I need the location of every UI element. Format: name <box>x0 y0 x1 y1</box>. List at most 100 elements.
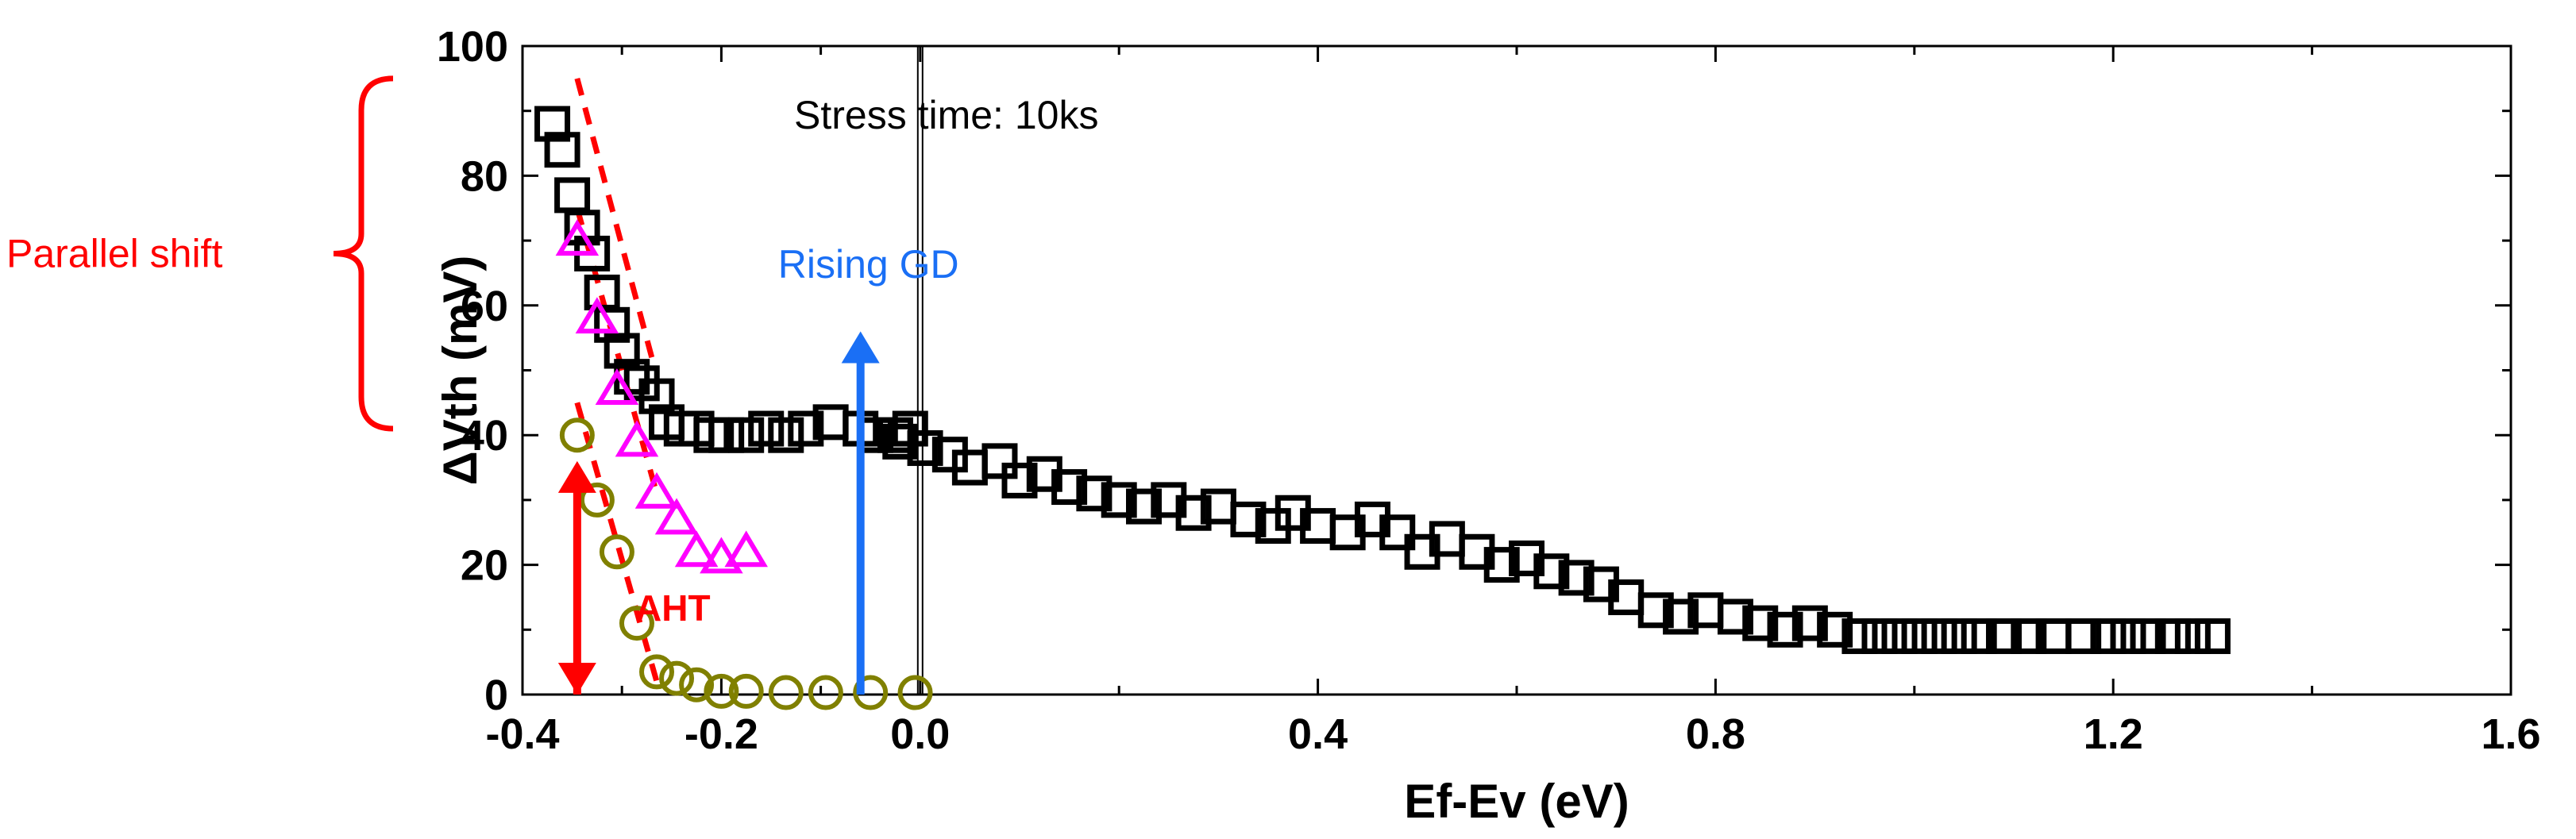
circle-point <box>579 482 615 518</box>
x-tick-label: -0.2 <box>684 710 758 758</box>
triangle-point <box>595 368 639 406</box>
square-point <box>1533 553 1570 590</box>
square-point <box>534 106 571 142</box>
square-point <box>1742 605 1779 641</box>
square-point <box>1230 501 1267 537</box>
square-point <box>2174 618 2211 654</box>
square-point <box>2065 618 2102 654</box>
x-tick-label: 1.2 <box>2084 710 2143 758</box>
square-point <box>1637 592 1674 629</box>
triangle-point <box>555 219 600 256</box>
square-point <box>1001 462 1038 498</box>
circle-point <box>639 654 675 690</box>
triangle-point <box>634 471 679 509</box>
square-point <box>1791 605 1828 641</box>
y-tick-label: 40 <box>461 412 508 460</box>
triangle-point <box>575 297 619 334</box>
triangle-point <box>700 537 743 574</box>
circle-point <box>599 534 634 570</box>
circle-point <box>768 675 804 710</box>
square-point <box>1175 495 1212 531</box>
square-point <box>1861 618 1898 654</box>
plot-area: -0.4 -0.2 0.0 0.4 0.8 1.2 1.6 0 20 40 60 80 100 <box>437 23 2541 758</box>
plot-frame <box>521 44 2512 696</box>
y-axis-title: ΔVth (mV) <box>434 256 487 486</box>
square-point <box>1663 598 1699 635</box>
aht-arrow-head-up <box>557 460 596 493</box>
circle-point <box>679 667 715 702</box>
square-point <box>2130 618 2166 654</box>
x-tick-label: 0.8 <box>1686 710 1745 758</box>
square-point <box>2154 618 2191 654</box>
square-point <box>638 378 675 414</box>
square-point <box>1961 618 1997 654</box>
square-point <box>1051 469 1088 506</box>
square-point <box>1101 482 1137 518</box>
square-point <box>1817 611 1853 648</box>
square-point <box>1558 560 1595 596</box>
fit-triangles <box>574 207 660 495</box>
y-tick-label: 100 <box>437 23 508 71</box>
parallel-shift-brace <box>333 75 394 432</box>
square-point <box>554 177 591 214</box>
y-tick-label: 20 <box>461 542 508 590</box>
rising-gd-arrow-head-up <box>841 331 880 364</box>
y-tick-label: 60 <box>461 283 508 330</box>
square-point <box>981 443 1018 479</box>
circle-point <box>808 675 843 710</box>
annotation-layer: Stress time: 10ks Rising GD AHT Parallel… <box>6 75 1098 695</box>
square-point <box>1483 547 1520 583</box>
y-tick-label: 80 <box>461 152 508 200</box>
square-point <box>1767 611 1803 648</box>
square-point <box>907 430 943 467</box>
circle-point <box>559 418 595 453</box>
rising-gd-label: Rising GD <box>778 242 959 287</box>
y-tick-label: 0 <box>484 672 508 719</box>
square-point <box>1901 618 1938 654</box>
square-point <box>1985 618 2022 654</box>
aht-label: AHT <box>635 587 711 629</box>
circle-point <box>704 673 739 709</box>
x-tick-label: 0.0 <box>890 710 950 758</box>
stress-time-label: Stress time: 10ks <box>794 93 1098 137</box>
square-point <box>882 423 919 460</box>
square-point <box>564 210 600 246</box>
square-point <box>2090 618 2127 654</box>
triangle-point <box>654 498 699 535</box>
square-point <box>2194 618 2231 654</box>
square-point <box>604 333 640 369</box>
aht-arrow-head-down <box>557 663 596 695</box>
square-point <box>1941 618 1977 654</box>
square-point <box>1841 618 1878 654</box>
square-point <box>1881 618 1918 654</box>
square-point <box>1126 488 1162 525</box>
circle-point <box>853 675 889 710</box>
square-point <box>788 410 824 447</box>
x-axis-title: Ef-Ev (eV) <box>1404 775 1629 828</box>
x-tick-label: 0.4 <box>1288 710 1348 758</box>
circle-point <box>659 660 695 696</box>
x-tick-label: 1.6 <box>2481 710 2540 758</box>
square-point <box>728 417 765 453</box>
x-tick-label: -0.4 <box>485 710 559 758</box>
circle-point <box>728 673 764 709</box>
triangle-point <box>615 420 659 457</box>
square-point <box>768 417 804 453</box>
square-point <box>748 410 785 447</box>
square-point <box>1076 475 1113 512</box>
square-point <box>2011 618 2047 654</box>
triangle-point <box>724 530 768 568</box>
triangle-point <box>674 530 719 568</box>
series-layer <box>534 77 2231 710</box>
square-point <box>594 306 631 343</box>
square-point <box>2110 618 2146 654</box>
circle-point <box>619 606 654 641</box>
circle-point <box>897 675 933 710</box>
square-point <box>708 417 745 453</box>
square-point <box>544 132 580 168</box>
square-point <box>1717 598 1753 635</box>
square-point <box>1379 514 1416 551</box>
parallel-shift-label: Parallel shift <box>6 231 222 275</box>
square-point <box>1921 618 1957 654</box>
